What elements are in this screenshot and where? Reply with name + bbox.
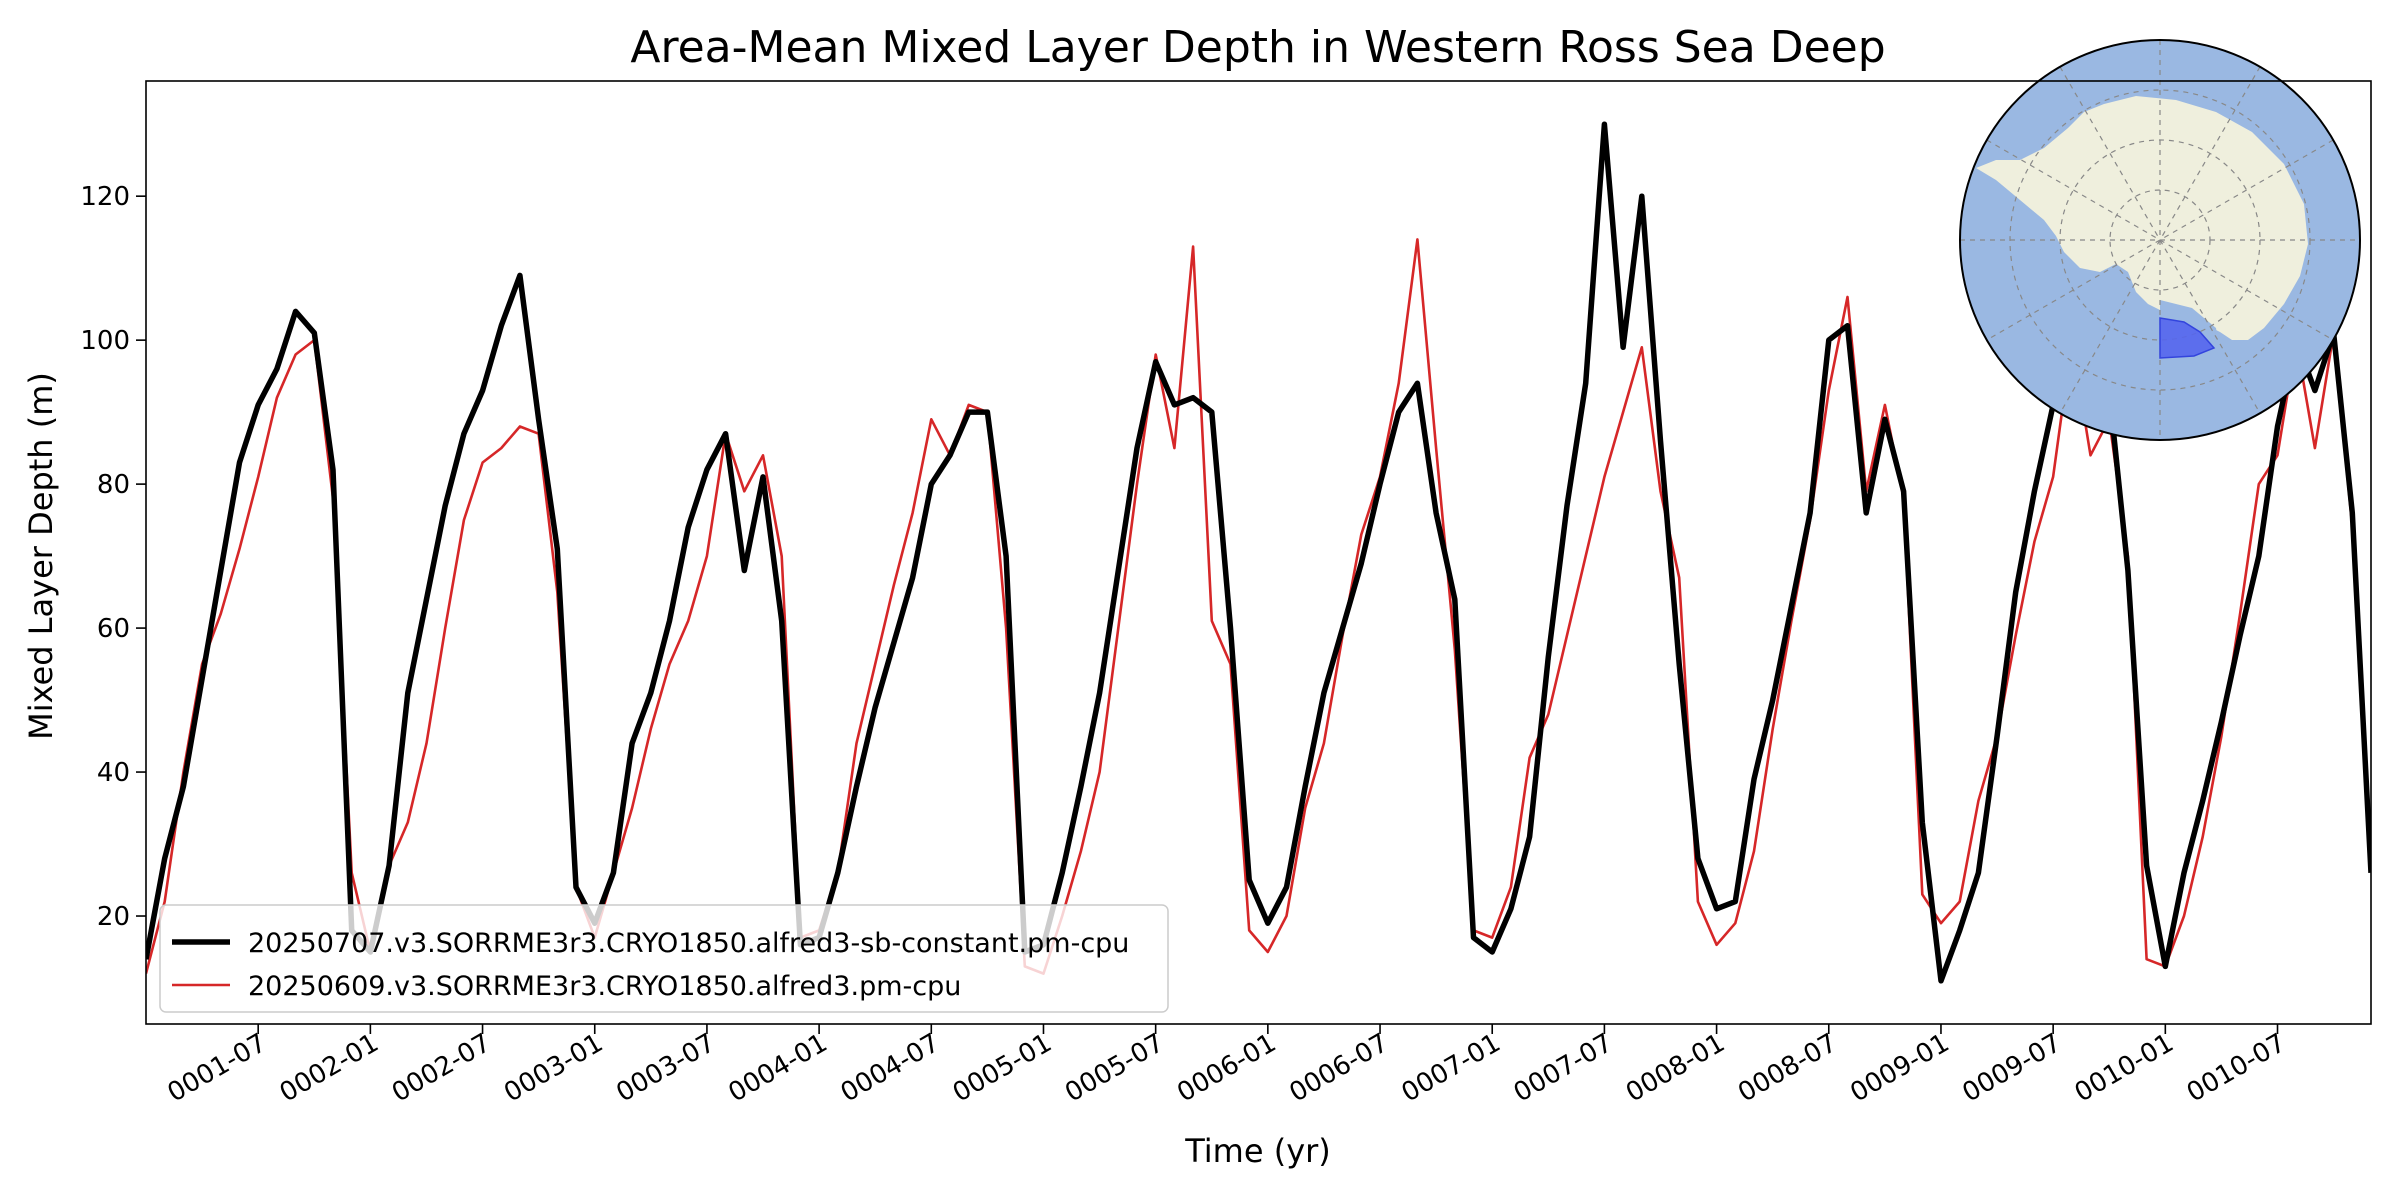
- inset-map: [1959, 39, 2361, 441]
- map-graticule-meridian: [1986, 139, 2334, 341]
- map-region-highlight: [2159, 317, 2216, 359]
- legend-label-2: 20250609.v3.SORRME3r3.CRYO1850.alfred3.p…: [248, 971, 961, 1002]
- legend: 20250707.v3.SORRME3r3.CRYO1850.alfred3-s…: [159, 904, 1169, 1013]
- legend-label-1: 20250707.v3.SORRME3r3.CRYO1850.alfred3-s…: [248, 928, 1129, 959]
- legend-box: [159, 904, 1169, 1013]
- y-tick-label: 20: [97, 902, 130, 932]
- y-axis-label: Mixed Layer Depth (m): [22, 372, 60, 740]
- series-layer: [146, 121, 2371, 984]
- y-tick-label: 120: [80, 182, 130, 212]
- map-border: [1959, 39, 2361, 441]
- y-tick-label: 60: [97, 614, 130, 644]
- y-tick-label: 40: [97, 758, 130, 788]
- chart-title: Area-Mean Mixed Layer Depth in Western R…: [630, 22, 1885, 73]
- y-tick-label: 80: [97, 470, 130, 500]
- series-line-1: [146, 121, 2371, 984]
- y-tick-label: 100: [80, 326, 130, 356]
- x-axis-label: Time (yr): [1184, 1132, 1331, 1170]
- map-antarctica: [1976, 96, 2308, 340]
- plot-frame: [145, 80, 2372, 1025]
